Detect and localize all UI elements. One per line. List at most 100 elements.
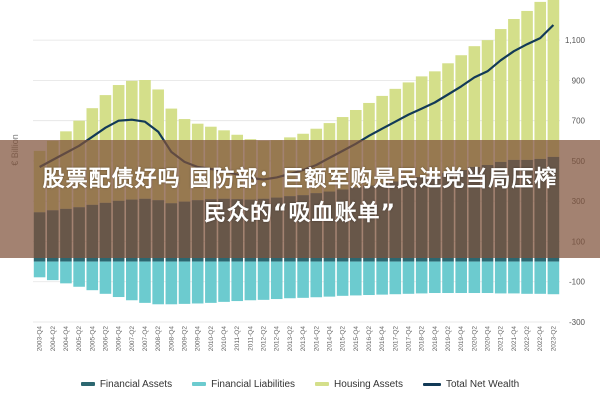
x-tick-label: 2004-Q2 [50, 326, 57, 352]
x-tick-label: 2010-Q4 [221, 326, 228, 352]
bar-financial-liabilities [152, 261, 164, 305]
x-tick-label: 2008-Q4 [168, 326, 175, 352]
x-tick-label: 2020-Q4 [485, 326, 492, 352]
bar-financial-liabilities [191, 261, 204, 304]
x-tick-label: 2013-Q2 [287, 326, 294, 352]
bar-housing-assets [534, 1, 547, 159]
x-tick-label: 2011-Q2 [234, 326, 241, 351]
bar-financial-liabilities [86, 261, 99, 291]
bar-financial-liabilities [389, 261, 402, 295]
bar-financial-liabilities [178, 261, 191, 304]
x-tick-label: 2004-Q4 [63, 326, 70, 352]
x-tick-label: 2005-Q4 [89, 326, 96, 352]
bar-housing-assets [494, 29, 507, 162]
legend-swatch [315, 382, 330, 386]
headline-line-1[interactable]: 股票配债好吗 国防部：巨额军购是民进党当局压榨 [42, 167, 558, 192]
x-tick-label: 2018-Q2 [419, 326, 426, 352]
bar-housing-assets [521, 10, 533, 160]
headline-banner [0, 140, 600, 258]
bar-financial-liabilities [481, 261, 494, 294]
bar-financial-liabilities [284, 261, 296, 299]
bar-housing-assets [442, 63, 454, 174]
bar-housing-assets [429, 71, 441, 177]
y-tick-label: 900 [572, 76, 586, 85]
bar-financial-liabilities [415, 261, 428, 294]
x-tick-label: 2010-Q2 [208, 326, 215, 352]
x-tick-label: 2019-Q4 [458, 326, 465, 352]
bar-financial-liabilities [494, 261, 507, 294]
bar-financial-liabilities [73, 261, 85, 287]
chart-legend: Financial Assets Financial Liabilities H… [0, 377, 600, 391]
bar-financial-liabilities [442, 261, 454, 294]
x-tick-label: 2016-Q2 [366, 326, 373, 352]
bar-financial-liabilities [336, 261, 349, 296]
bar-housing-assets [402, 82, 415, 180]
x-tick-label: 2009-Q2 [182, 326, 189, 352]
x-tick-label: 2012-Q2 [261, 326, 268, 352]
bar-financial-liabilities [297, 261, 309, 298]
legend-swatch [192, 382, 207, 386]
bar-financial-liabilities [455, 261, 467, 294]
bar-financial-liabilities [429, 261, 441, 294]
x-tick-label: 2015-Q2 [340, 326, 347, 352]
bar-financial-liabilities [112, 261, 125, 298]
bar-financial-liabilities [323, 261, 336, 297]
y-tick-label: -300 [569, 318, 586, 327]
x-tick-label: 2003-Q4 [37, 326, 44, 352]
bar-financial-liabilities [165, 261, 178, 305]
x-tick-label: 2005-Q2 [76, 326, 83, 352]
bar-financial-liabilities [402, 261, 415, 294]
bar-housing-assets [415, 76, 428, 178]
x-tick-label: 2007-Q4 [142, 326, 149, 352]
y-tick-label: -100 [569, 278, 586, 287]
bar-financial-liabilities [508, 261, 520, 294]
bar-financial-liabilities [60, 261, 72, 284]
y-tick-label: 1,100 [565, 36, 586, 45]
headline[interactable]: 股票配债好吗 国防部：巨额军购是民进党当局压榨 民众的“吸血账单” [0, 163, 600, 231]
legend-item-financial-liabilities: Financial Liabilities [192, 377, 295, 391]
bar-financial-liabilities [376, 261, 388, 295]
y-tick-label: 700 [572, 117, 586, 126]
bar-financial-liabilities [257, 261, 270, 300]
bar-housing-assets [547, 0, 560, 157]
x-tick-label: 2017-Q2 [392, 326, 399, 352]
x-tick-label: 2015-Q4 [353, 326, 360, 352]
bar-financial-liabilities [126, 261, 138, 301]
legend-item-housing-assets: Housing Assets [315, 377, 403, 391]
x-tick-label: 2021-Q2 [498, 326, 505, 352]
bar-financial-liabilities [139, 261, 151, 303]
legend-item-total-net-wealth: Total Net Wealth [422, 377, 519, 391]
x-tick-label: 2014-Q4 [326, 326, 333, 352]
x-tick-label: 2022-Q2 [524, 326, 531, 352]
x-tick-label: 2006-Q4 [116, 326, 123, 352]
x-tick-label: 2023-Q2 [550, 326, 557, 352]
legend-swatch [80, 382, 95, 386]
x-tick-label: 2014-Q2 [313, 326, 320, 352]
x-tick-label: 2007-Q2 [129, 326, 136, 352]
bar-financial-liabilities [46, 261, 59, 281]
bar-financial-liabilities [205, 261, 217, 303]
bar-financial-liabilities [534, 261, 547, 294]
legend-label: Financial Assets [99, 378, 173, 390]
x-axis: 2003-Q4 2004-Q2 2004-Q4 2005-Q2 2005-Q4 2006-… [37, 326, 558, 352]
x-tick-label: 2006-Q2 [102, 326, 109, 352]
bar-financial-liabilities [33, 261, 46, 278]
x-tick-label: 2013-Q4 [300, 326, 307, 352]
bar-housing-assets [455, 55, 467, 170]
bar-financial-liabilities [270, 261, 283, 300]
x-tick-label: 2018-Q4 [432, 326, 439, 352]
x-tick-label: 2009-Q4 [195, 326, 202, 352]
x-tick-label: 2008-Q2 [155, 326, 162, 352]
x-tick-label: 2022-Q4 [537, 326, 544, 352]
legend-item-financial-assets: Financial Assets [80, 377, 173, 391]
bar-financial-liabilities [547, 261, 560, 295]
x-tick-label: 2017-Q4 [405, 326, 412, 352]
bar-financial-liabilities [310, 261, 323, 298]
x-tick-label: 2020-Q2 [471, 326, 478, 352]
legend-label: Housing Assets [334, 378, 403, 390]
x-tick-label: 2021-Q4 [511, 326, 518, 352]
headline-line-2[interactable]: 民众的“吸血账单” [204, 201, 396, 226]
legend-label: Financial Liabilities [211, 378, 296, 390]
bar-housing-assets [508, 18, 520, 160]
